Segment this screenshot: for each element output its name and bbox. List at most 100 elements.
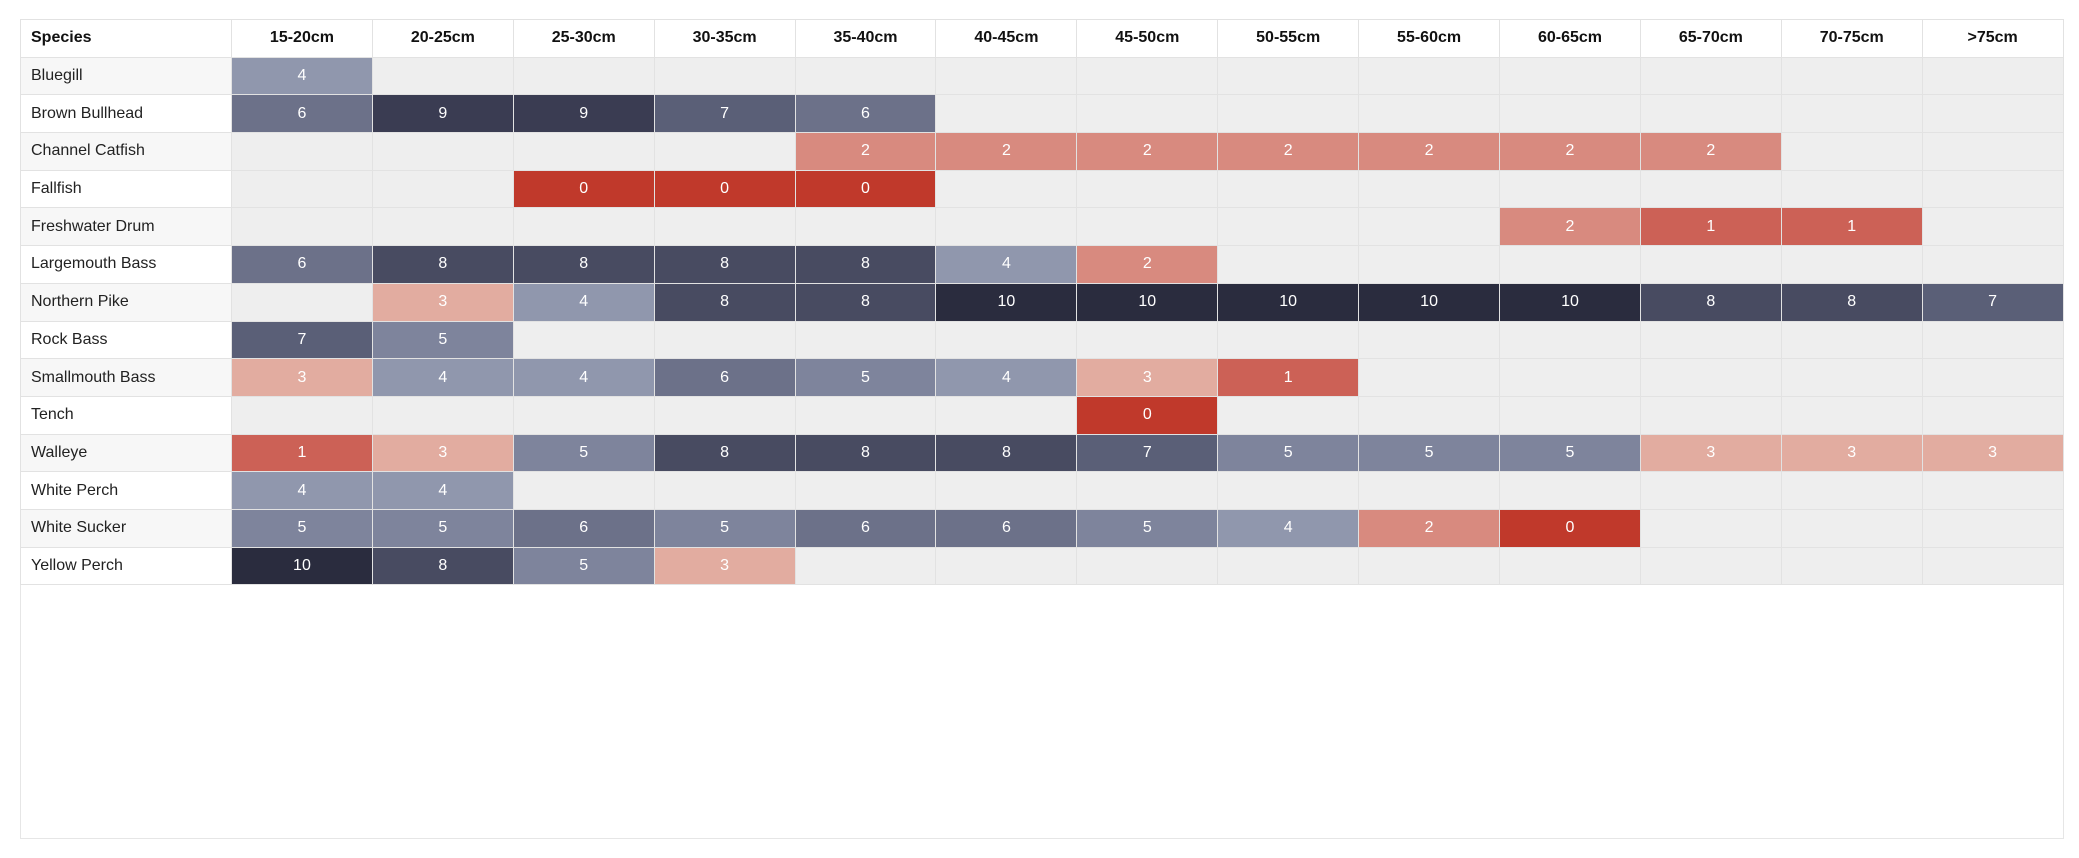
heat-cell-empty [1358,358,1501,397]
heat-cell: 2 [1217,132,1360,171]
heat-cell-empty [1358,320,1501,360]
heat-cell-empty [1639,56,1782,96]
heat-cell: 8 [1780,282,1923,322]
species-label: Bluegill [20,56,232,96]
heat-cell-empty [1358,395,1501,435]
column-header: 70-75cm [1780,19,1923,58]
heat-cell-empty [935,320,1078,360]
column-header: 25-30cm [512,19,655,58]
heat-cell-empty [935,94,1078,134]
heat-cell-empty [653,132,796,171]
heat-cell-empty [1499,320,1641,360]
heat-cell-empty [1921,320,2064,360]
species-label: Tench [20,395,232,435]
heat-cell: 4 [935,245,1078,284]
species-label: Rock Bass [20,320,232,360]
heat-cell-empty [1921,508,2064,548]
heat-cell-empty [1921,132,2064,171]
heat-cell: 2 [1499,207,1641,247]
heat-cell-empty [794,471,937,510]
heat-cell-empty [1076,169,1219,209]
heat-cell: 7 [1921,282,2064,322]
column-header: 20-25cm [371,19,514,58]
heat-cell: 5 [512,433,655,473]
heat-cell: 8 [653,433,796,473]
heat-cell: 2 [1358,132,1501,171]
heat-cell: 4 [1217,508,1360,548]
heat-cell: 2 [1639,132,1782,171]
table-row: Fallfish 0 0 0 [20,169,2064,209]
column-header: 35-40cm [794,19,937,58]
column-header: >75cm [1921,19,2064,58]
heat-cell: 6 [653,358,796,397]
heat-cell-empty [1921,94,2064,134]
table-row: Yellow Perch 10 8 5 3 [20,546,2064,586]
table-row: Walleye 1 3 5 8 8 8 7 5 5 5 3 3 3 [20,433,2064,473]
heat-cell: 10 [1217,282,1360,322]
heat-cell: 9 [512,94,655,134]
heat-cell-empty [1358,546,1501,586]
heat-cell-empty [1076,207,1219,247]
heat-cell-empty [231,132,373,171]
heat-cell-empty [653,207,796,247]
table-row: Smallmouth Bass 3 4 4 6 5 4 3 1 [20,358,2064,397]
heat-cell-empty [1780,169,1923,209]
column-header: 40-45cm [935,19,1078,58]
heat-cell-empty [1076,320,1219,360]
heat-cell: 5 [653,508,796,548]
species-label: Freshwater Drum [20,207,232,247]
heat-cell: 10 [231,546,373,586]
heat-cell-empty [935,546,1078,586]
heat-cell: 3 [1780,433,1923,473]
heat-cell-empty [1921,395,2064,435]
heat-cell: 1 [1639,207,1782,247]
heat-cell-empty [1780,508,1923,548]
heat-cell-empty [1499,169,1641,209]
heat-cell: 8 [794,282,937,322]
heat-cell-empty [371,169,514,209]
heat-cell: 6 [794,508,937,548]
heat-cell: 3 [371,282,514,322]
heat-cell: 6 [512,508,655,548]
heat-cell-empty [231,395,373,435]
heat-cell: 8 [512,245,655,284]
heat-cell-empty [1358,471,1501,510]
heat-cell: 0 [1076,395,1219,435]
heat-cell-empty [935,471,1078,510]
heat-cell: 7 [1076,433,1219,473]
heat-cell-empty [1217,245,1360,284]
heat-cell-empty [1921,358,2064,397]
heat-cell: 0 [512,169,655,209]
heat-cell: 1 [1780,207,1923,247]
heat-cell-empty [1780,132,1923,171]
heat-cell: 8 [794,433,937,473]
corner-header: Species [20,19,232,58]
heat-cell-empty [1076,94,1219,134]
heat-cell-empty [1499,56,1641,96]
heat-cell-empty [1358,245,1501,284]
heat-cell-empty [1921,245,2064,284]
heat-cell: 2 [1358,508,1501,548]
species-label: White Perch [20,471,232,510]
heat-cell: 4 [512,282,655,322]
heat-cell: 4 [231,471,373,510]
heat-cell: 7 [231,320,373,360]
heat-cell-empty [935,56,1078,96]
heat-cell: 5 [371,320,514,360]
table-row: White Sucker 5 5 6 5 6 6 5 4 2 0 [20,508,2064,548]
column-header: 60-65cm [1499,19,1641,58]
table-row: White Perch 4 4 [20,471,2064,510]
heat-cell-empty [371,56,514,96]
heat-cell-empty [1358,169,1501,209]
heat-cell-empty [1639,395,1782,435]
heat-cell-empty [1217,395,1360,435]
heat-cell: 5 [512,546,655,586]
heat-cell: 5 [1499,433,1641,473]
table-row: Freshwater Drum 2 1 1 [20,207,2064,247]
heat-cell-empty [1780,94,1923,134]
column-header: 30-35cm [653,19,796,58]
species-label: Channel Catfish [20,132,232,171]
heat-cell-empty [1921,471,2064,510]
heat-cell: 0 [794,169,937,209]
table-row: Largemouth Bass 6 8 8 8 8 4 2 [20,245,2064,284]
